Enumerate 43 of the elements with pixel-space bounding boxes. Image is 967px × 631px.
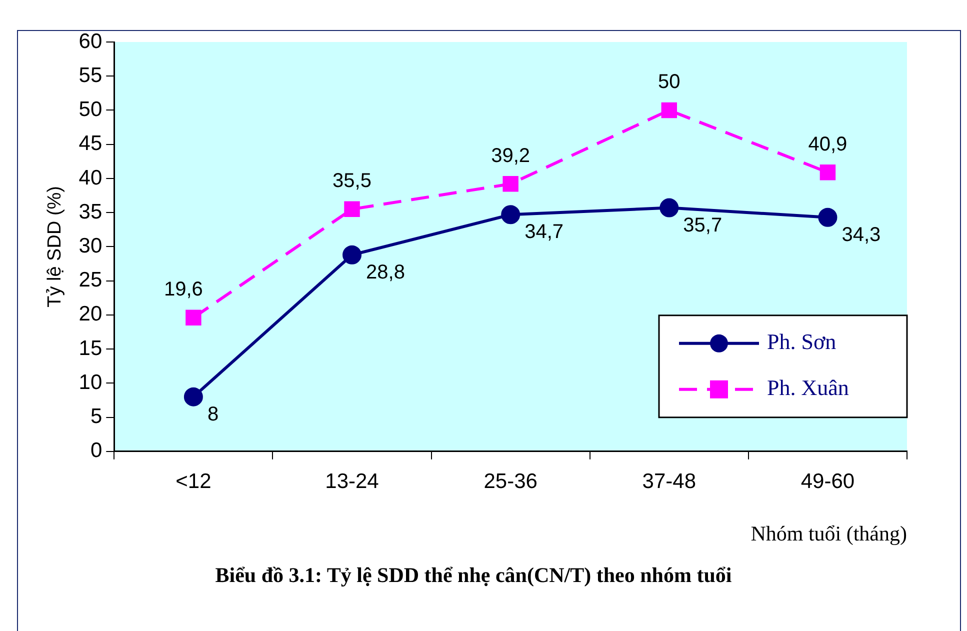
y-tick-label: 50 xyxy=(78,98,102,122)
y-tick-label: 60 xyxy=(78,30,102,53)
data-label: 35,5 xyxy=(332,170,372,192)
point xyxy=(342,245,362,264)
point xyxy=(820,164,836,180)
x-tick-label: <12 xyxy=(176,470,212,493)
point xyxy=(344,201,360,218)
y-tick-label: 5 xyxy=(90,405,102,428)
data-label: 8 xyxy=(207,403,219,426)
point xyxy=(660,198,679,218)
data-label: 35,7 xyxy=(683,214,722,236)
legend-label: Ph. Sơn xyxy=(767,329,836,354)
point xyxy=(184,387,203,406)
data-label: 40,9 xyxy=(808,133,848,156)
data-label: 50 xyxy=(658,71,680,94)
x-tick-label: 25-36 xyxy=(484,470,538,493)
x-tick-label: 13-24 xyxy=(325,470,380,493)
x-tick-label: 37-48 xyxy=(642,470,696,493)
data-label: 39,2 xyxy=(491,144,530,167)
point xyxy=(661,102,678,118)
y-tick-label: 20 xyxy=(78,302,102,326)
y-tick-label: 55 xyxy=(78,64,102,87)
y-tick-label: 35 xyxy=(78,200,102,224)
y-axis-title: Tỷ lệ SDD (%) xyxy=(44,186,66,308)
data-label: 19,6 xyxy=(164,278,203,301)
point xyxy=(186,310,202,326)
data-label: 34,3 xyxy=(842,224,881,246)
x-axis-title: Nhóm tuổi (tháng) xyxy=(750,522,908,546)
text: Biểu đồ 3.1: Tỷ lệ SDD thể nhẹ cân(CN/T) theo nhóm tuổi xyxy=(215,562,732,587)
y-tick-label: 30 xyxy=(78,234,102,258)
point xyxy=(818,208,838,227)
y-tick-label: 15 xyxy=(78,336,102,360)
y-tick-label: 0 xyxy=(90,439,102,462)
y-tick-label: 45 xyxy=(78,132,102,156)
data-label: 28,8 xyxy=(366,261,405,284)
y-tick-label: 40 xyxy=(78,166,102,190)
x-tick-label: 49-60 xyxy=(800,470,855,493)
point xyxy=(502,176,518,192)
legend-label: Ph. Xuân xyxy=(767,375,849,400)
point xyxy=(501,205,520,224)
y-tick-label: 25 xyxy=(78,268,102,292)
y-tick-label: 10 xyxy=(78,370,102,394)
data-label: 34,7 xyxy=(524,221,564,244)
